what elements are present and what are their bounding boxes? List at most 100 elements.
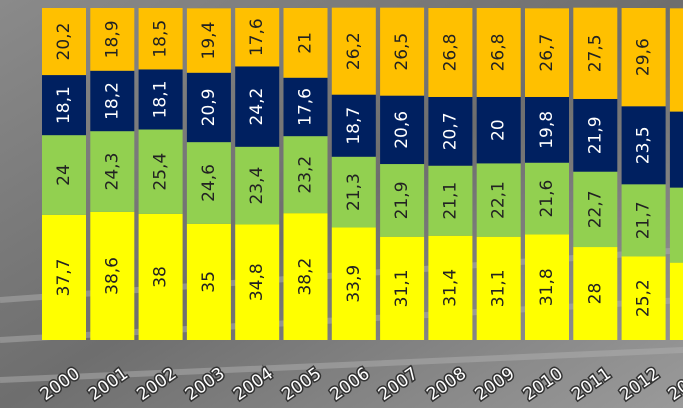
value-label: 33,9 — [344, 265, 364, 303]
bar-segment — [476, 236, 521, 340]
value-label: 25,2 — [634, 279, 654, 317]
value-label: 20,2 — [54, 23, 74, 61]
bar-segment — [331, 227, 376, 340]
bar-segment — [90, 8, 135, 71]
value-label: 24,3 — [102, 153, 122, 191]
bar-segment — [525, 162, 569, 235]
value-label: 21,6 — [537, 180, 557, 218]
bar-segment — [476, 163, 521, 237]
bar-segment — [331, 94, 376, 157]
bar-segment — [428, 96, 473, 166]
bar-segment — [428, 235, 473, 340]
bar-segment — [235, 66, 280, 147]
bar-segment — [186, 72, 231, 143]
bar-segment — [573, 171, 618, 248]
value-label: 20 — [489, 119, 509, 141]
value-label: 17,6 — [247, 18, 267, 56]
value-label: 20,9 — [199, 89, 219, 127]
bar-segment — [90, 70, 135, 132]
bar-segment — [186, 8, 231, 73]
bar-segment — [235, 224, 280, 340]
value-label: 22,9 — [682, 131, 683, 169]
value-label: 34,8 — [247, 263, 267, 301]
value-label: 21 — [296, 32, 316, 54]
bar-segment — [428, 165, 473, 236]
value-label: 35 — [199, 271, 219, 293]
value-label: 38,6 — [102, 257, 122, 295]
bar-segment — [669, 262, 683, 340]
value-label: 22,1 — [489, 181, 509, 219]
bar-segment — [283, 136, 328, 214]
bar-segment — [283, 8, 328, 78]
bar-segment — [380, 95, 425, 165]
bar-segment — [573, 98, 618, 172]
value-label: 24,6 — [199, 164, 219, 202]
value-label: 21,1 — [440, 182, 460, 220]
bar-segment — [42, 214, 86, 340]
value-label: 26,8 — [440, 34, 460, 72]
value-label: 23,2 — [296, 156, 316, 194]
value-label: 31,1 — [489, 269, 509, 307]
bar-segment — [331, 156, 376, 228]
bar-segment — [380, 7, 425, 96]
value-label: 27,5 — [585, 34, 605, 72]
bar-segment — [331, 7, 376, 95]
bar-segment — [476, 8, 521, 97]
value-label: 38 — [151, 266, 171, 288]
value-label: 19,4 — [199, 22, 219, 60]
bar-segment — [90, 211, 135, 340]
value-label: 21,3 — [344, 173, 364, 211]
value-label: 26,8 — [489, 34, 509, 72]
value-label: 18,7 — [344, 107, 364, 145]
bar-segment — [235, 8, 280, 67]
bar-segment — [669, 8, 683, 112]
value-label: 24 — [54, 164, 74, 186]
bar-segment — [621, 256, 666, 340]
value-label: 23,5 — [634, 126, 654, 164]
bar-segment — [621, 184, 666, 257]
value-label: 21,9 — [392, 181, 412, 219]
value-label: 31,1 — [392, 269, 412, 307]
bar-segment — [380, 164, 425, 237]
bar-segment — [428, 8, 473, 97]
value-label: 31,8 — [537, 268, 557, 306]
bar-segment — [669, 111, 683, 188]
bar-segment — [621, 106, 666, 185]
bar-segment — [42, 8, 86, 76]
value-label: 26,2 — [344, 32, 364, 70]
value-label: 29,6 — [634, 38, 654, 76]
bar-segment — [283, 213, 328, 340]
value-label: 18,1 — [151, 81, 171, 119]
value-label: 23,4 — [247, 167, 267, 205]
bar-segment — [138, 213, 183, 340]
value-label: 31,1 — [682, 41, 683, 79]
bar-segment — [138, 129, 183, 214]
bar-segment — [42, 135, 86, 215]
bar-segment — [669, 187, 683, 263]
value-label: 37,7 — [54, 258, 74, 296]
value-label: 26,7 — [537, 34, 557, 72]
bar-segment — [42, 75, 86, 136]
bar-segment — [380, 236, 425, 340]
bar-segment — [283, 77, 328, 137]
bar-segment — [138, 8, 183, 70]
bar-segment — [573, 247, 618, 340]
bar-segment — [476, 96, 521, 164]
bar-segment — [235, 146, 280, 225]
bar-segment — [573, 7, 618, 99]
value-label: 18,1 — [54, 86, 74, 124]
value-label: 38,2 — [296, 258, 316, 296]
value-label: 21,7 — [634, 201, 654, 239]
bar-segment — [186, 223, 231, 340]
value-label: 17,6 — [296, 88, 316, 126]
value-label: 18,5 — [151, 20, 171, 58]
value-label: 20,6 — [392, 111, 412, 149]
bar-segment — [525, 8, 569, 97]
value-label: 24,2 — [247, 88, 267, 126]
value-label: 22,6 — [682, 206, 683, 244]
bar-segment — [138, 69, 183, 130]
bar-segment — [186, 142, 231, 224]
value-label: 19,8 — [537, 111, 557, 149]
